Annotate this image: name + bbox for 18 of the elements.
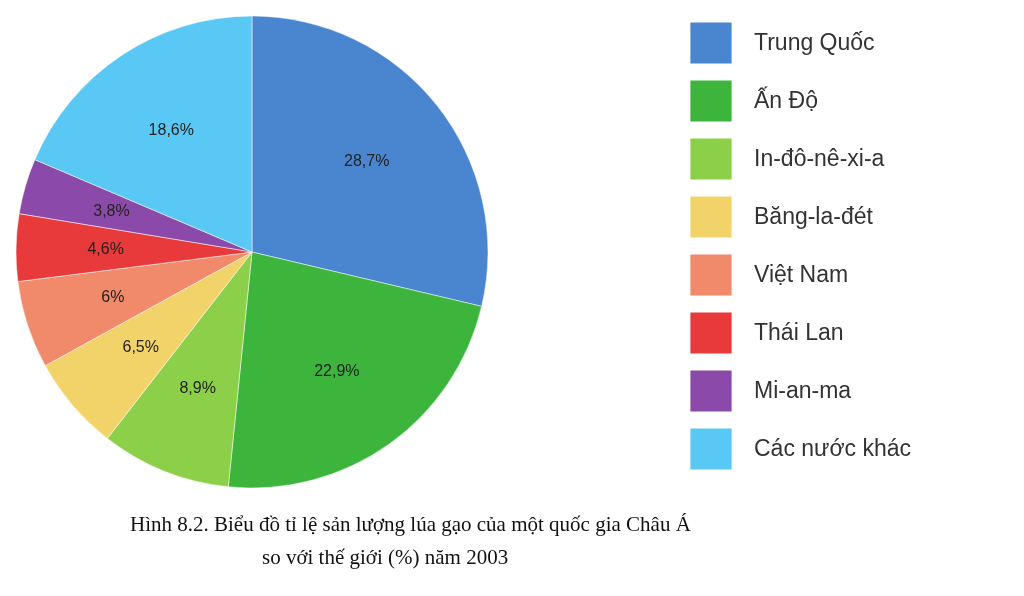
data-label: 3,8% xyxy=(93,202,130,220)
legend-label: Băng-la-đét xyxy=(754,203,874,229)
text: Hình 8.2. Biểu đồ tỉ lệ sản lượng lúa gạo của một quốc gia Châu Á xyxy=(130,512,692,536)
data-label: 6% xyxy=(101,288,125,306)
data-label: 4,6% xyxy=(87,240,124,258)
data-label: 28,7% xyxy=(344,152,390,170)
legend-label: In-đô-nê-xi-a xyxy=(754,145,885,171)
legend-label: Việt Nam xyxy=(754,261,849,287)
legend-label: Ấn Độ xyxy=(754,86,818,113)
text: so với thế giới (%) năm 2003 xyxy=(262,545,509,569)
data-label: 18,6% xyxy=(148,120,194,138)
legend-label: Các nước khác xyxy=(754,435,912,461)
legend-label: Mi-an-ma xyxy=(754,377,852,403)
data-label: 22,9% xyxy=(314,362,360,380)
legend-label: Thái Lan xyxy=(754,319,844,345)
data-label: 8,9% xyxy=(179,378,216,396)
legend-label: Trung Quốc xyxy=(754,29,875,55)
data-label: 6,5% xyxy=(122,338,159,356)
